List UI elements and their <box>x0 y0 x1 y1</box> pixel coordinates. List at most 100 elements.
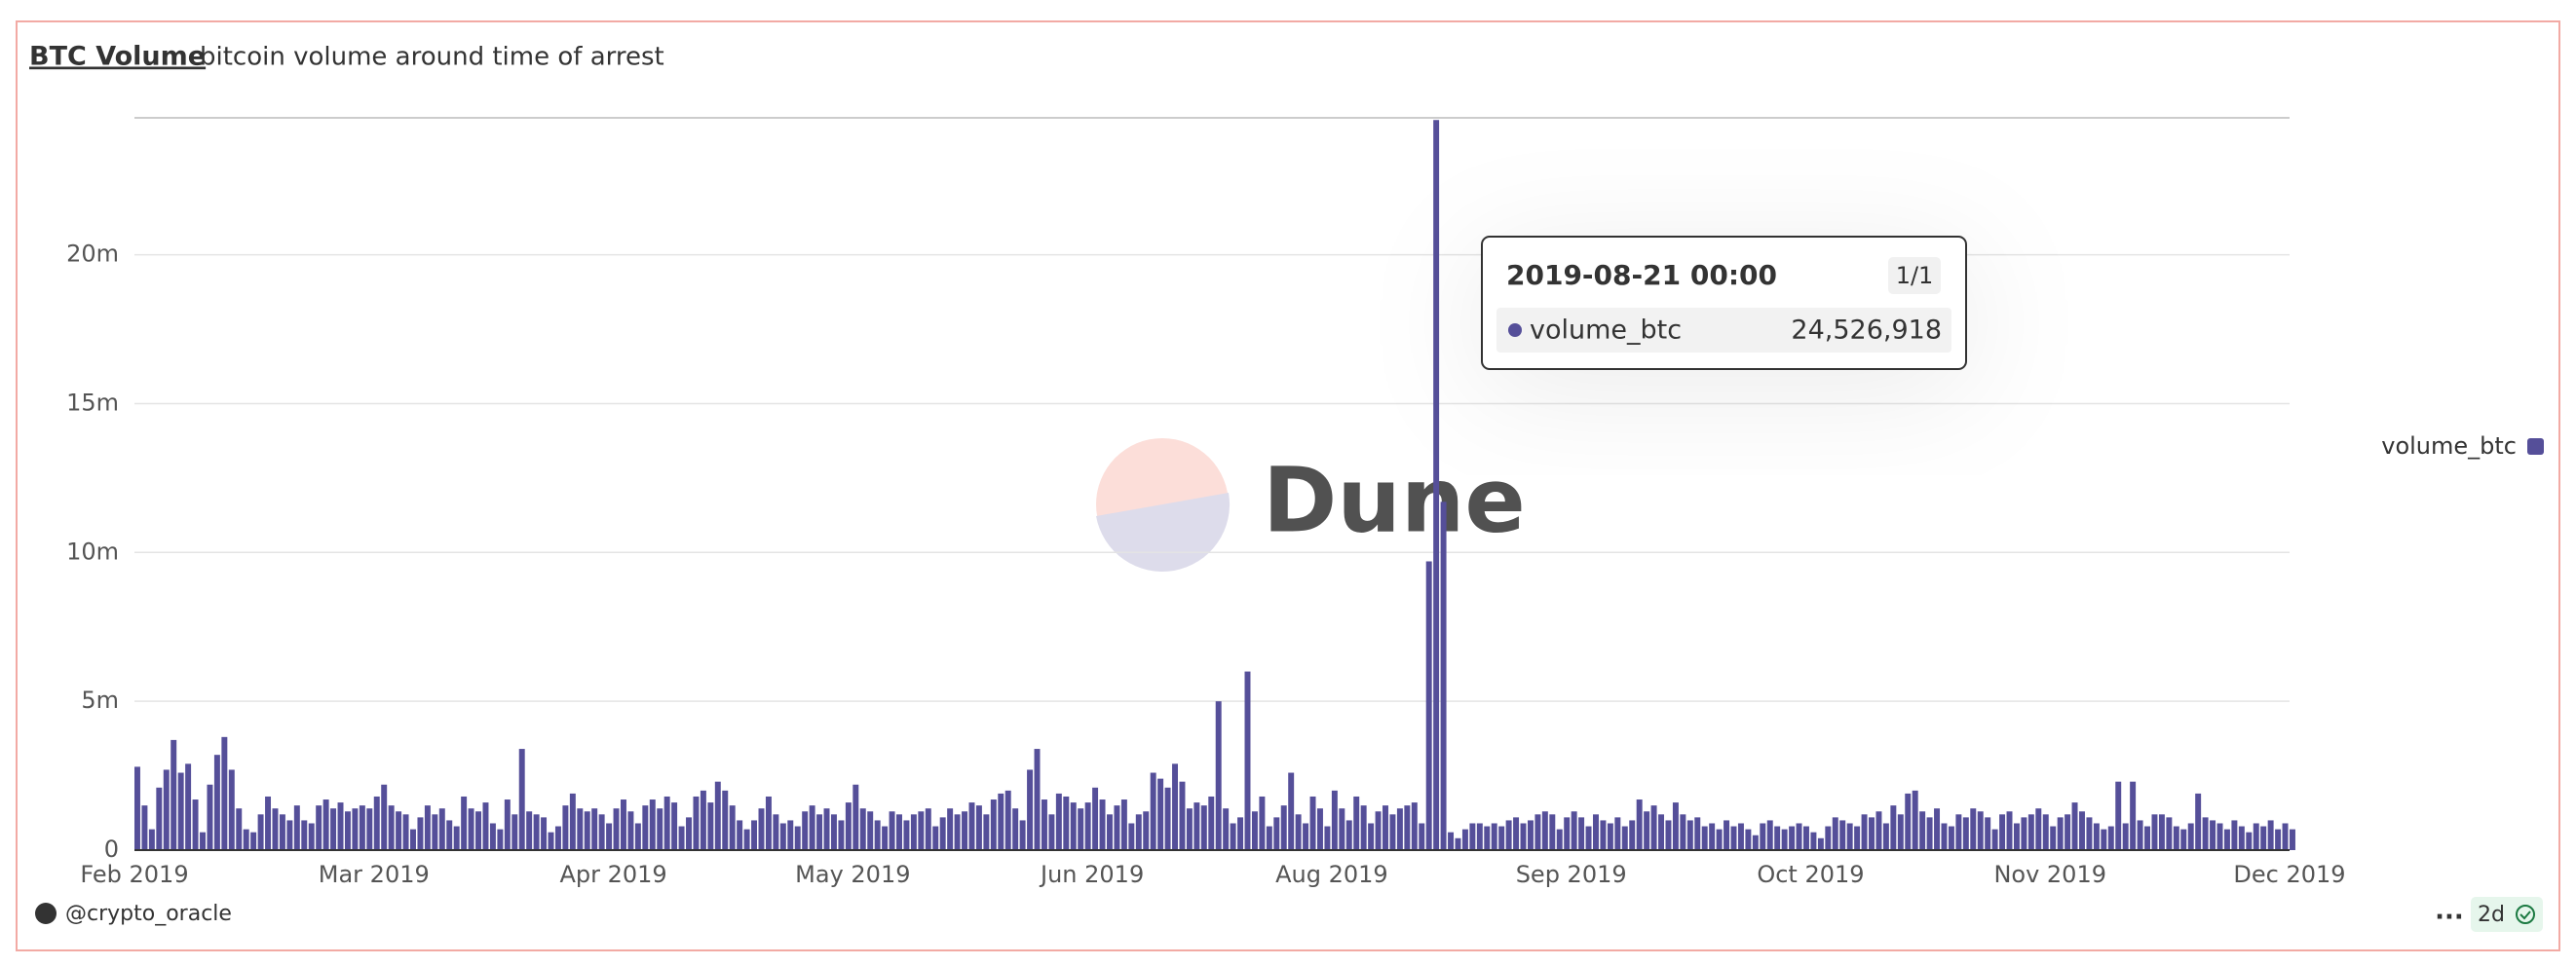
bar <box>381 784 388 850</box>
bar <box>1389 814 1396 850</box>
menu-button[interactable]: ... <box>2435 897 2464 926</box>
chart-title[interactable]: BTC Volume <box>29 42 206 72</box>
bar <box>2275 829 2282 850</box>
bar <box>649 799 656 850</box>
bar <box>2187 823 2194 850</box>
bar <box>2246 832 2253 850</box>
bar <box>489 823 496 850</box>
bar <box>250 832 257 850</box>
bar <box>1215 701 1222 850</box>
bar <box>1223 808 1230 850</box>
bar <box>1861 814 1868 850</box>
bar <box>1810 832 1817 850</box>
bar <box>2223 829 2230 850</box>
bar <box>177 772 184 850</box>
bar <box>1055 793 1062 850</box>
bar <box>1505 820 1512 850</box>
bar <box>1128 823 1135 850</box>
bar <box>918 811 925 850</box>
bar <box>1534 814 1541 850</box>
bar <box>396 811 402 850</box>
bar <box>518 749 525 850</box>
bar <box>954 814 961 850</box>
bar <box>293 805 300 850</box>
bar <box>1644 811 1650 850</box>
bar <box>1360 805 1367 850</box>
x-tick-label: Apr 2019 <box>559 861 666 888</box>
tooltip-counter: 1/1 <box>1896 262 1934 289</box>
bar <box>359 805 365 850</box>
bar <box>1665 820 1672 850</box>
bar <box>1324 826 1331 850</box>
bar <box>2144 826 2151 850</box>
bar <box>1491 823 1497 850</box>
bar <box>1846 823 1853 850</box>
bar <box>475 811 482 850</box>
bar <box>504 799 511 850</box>
bar <box>663 796 670 850</box>
legend-swatch[interactable] <box>2527 438 2544 455</box>
bar <box>2042 814 2049 850</box>
subtitle: bitcoin volume around time of arrest <box>200 43 664 72</box>
bar <box>1440 502 1447 850</box>
bar <box>526 811 533 850</box>
bar <box>207 784 213 850</box>
bar <box>802 811 809 850</box>
bar <box>1375 811 1382 850</box>
bar <box>1455 837 1461 850</box>
bar <box>1273 817 1280 850</box>
bar <box>1781 829 1788 850</box>
bar <box>279 814 285 850</box>
bar <box>236 808 243 850</box>
bar <box>1266 826 1272 850</box>
bar <box>1636 799 1643 850</box>
bar <box>2231 820 2238 850</box>
bar <box>896 814 902 850</box>
bar <box>2210 820 2216 850</box>
bar <box>2101 829 2107 850</box>
bar <box>1869 817 1875 850</box>
bar <box>337 802 344 850</box>
bar <box>554 826 561 850</box>
bar <box>2173 826 2179 850</box>
bar <box>1353 796 1360 850</box>
bar <box>634 823 641 850</box>
bar <box>2216 823 2223 850</box>
bar <box>1164 787 1171 850</box>
bar <box>1716 829 1723 850</box>
bar <box>1433 120 1440 850</box>
bar <box>141 805 148 850</box>
bar <box>1854 826 1861 850</box>
bar <box>990 799 997 850</box>
bar <box>1541 811 1548 850</box>
bar <box>1513 817 1520 850</box>
legend-label[interactable]: volume_btc <box>2381 432 2517 460</box>
bar <box>1549 814 1556 850</box>
author[interactable]: @crypto_oracle <box>65 902 232 926</box>
bar <box>272 808 279 850</box>
y-tick-label: 20m <box>66 241 119 268</box>
bar <box>1629 820 1636 850</box>
bar <box>1019 820 1026 850</box>
bar <box>1999 814 2006 850</box>
bar <box>968 802 975 850</box>
bar <box>1672 802 1679 850</box>
y-tick-label: 0 <box>104 836 119 863</box>
bar <box>998 793 1004 850</box>
bar <box>2021 817 2027 850</box>
bar <box>2180 829 2187 850</box>
bar <box>1107 814 1113 850</box>
bar <box>1303 823 1309 850</box>
bar <box>1802 826 1809 850</box>
bar <box>1208 796 1215 850</box>
age-icon <box>2516 905 2535 924</box>
tooltip-series: volume_btc <box>1530 316 1682 346</box>
bar <box>1041 799 1047 850</box>
bar <box>1774 826 1781 850</box>
bar <box>1027 769 1034 850</box>
bar <box>2195 793 2202 850</box>
x-tick-label: Dec 2019 <box>2233 861 2345 888</box>
bar <box>852 784 859 850</box>
bar <box>2130 781 2137 850</box>
